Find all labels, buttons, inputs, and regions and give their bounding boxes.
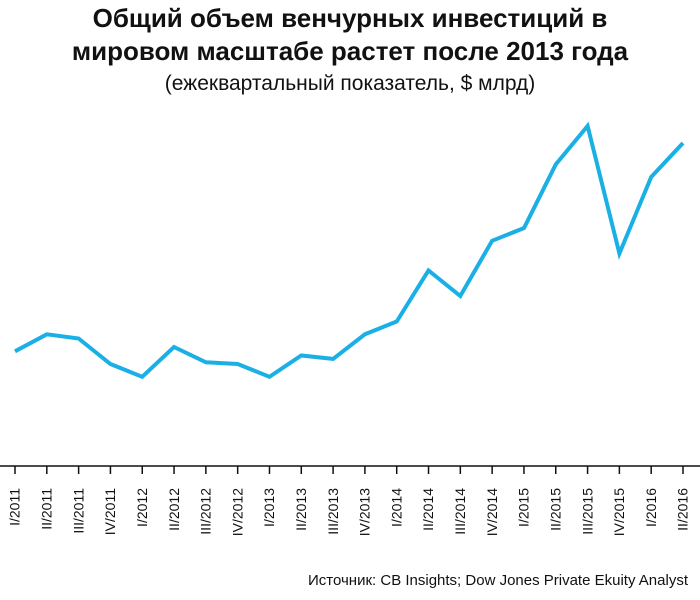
chart-title-line-2: мировом масштабе растет после 2013 года xyxy=(71,36,629,66)
x-tick-label: II/2016 xyxy=(675,488,691,531)
x-tick-label: III/2014 xyxy=(452,488,468,535)
x-tick-label: I/2016 xyxy=(643,488,659,527)
data-point xyxy=(554,162,558,166)
series-line xyxy=(14,121,685,380)
x-tick-label: I/2015 xyxy=(516,488,532,527)
x-tick-label: II/2011 xyxy=(39,488,55,530)
x-tick-label: I/2011 xyxy=(7,488,23,526)
data-point xyxy=(617,252,621,256)
chart-subtitle: (ежеквартальный показатель, $ млрд) xyxy=(164,72,536,95)
source-note: Источник: CB Insights; Dow Jones Private… xyxy=(307,572,688,589)
x-tick-label: IV/2012 xyxy=(229,488,245,536)
x-tick-label: III/2015 xyxy=(579,488,595,535)
data-point xyxy=(204,360,208,364)
data-point xyxy=(490,239,494,243)
data-point xyxy=(395,320,399,324)
data-point xyxy=(427,269,431,273)
data-point xyxy=(140,375,144,379)
data-point xyxy=(681,141,685,145)
data-point xyxy=(363,332,367,336)
x-tick-label: II/2012 xyxy=(166,488,182,531)
x-tick-label: III/2013 xyxy=(325,488,341,535)
data-point xyxy=(77,337,81,341)
data-point xyxy=(458,294,462,298)
x-tick-label: I/2012 xyxy=(134,488,150,527)
data-point xyxy=(236,362,240,366)
data-point xyxy=(268,375,272,379)
data-point xyxy=(331,357,335,361)
x-tick-label: III/2012 xyxy=(198,488,214,535)
data-point xyxy=(172,345,176,349)
x-tick-label: II/2013 xyxy=(293,488,309,531)
x-tick-label: IV/2015 xyxy=(611,488,627,536)
x-tick-label: III/2011 xyxy=(70,488,86,534)
x-tick-label: I/2014 xyxy=(388,488,404,527)
x-tick-label: II/2015 xyxy=(547,488,563,531)
x-tick-label: IV/2013 xyxy=(357,488,373,536)
chart-title: Общий объем венчурных инвестиций в миров… xyxy=(0,2,700,68)
data-point xyxy=(522,226,526,230)
x-tick-label: IV/2011 xyxy=(102,488,118,535)
x-tick-label: II/2014 xyxy=(420,488,436,531)
data-point xyxy=(586,124,590,128)
data-point xyxy=(108,362,112,366)
x-tick-label: IV/2014 xyxy=(484,488,500,536)
x-tick-label: I/2013 xyxy=(261,488,277,527)
data-point xyxy=(299,354,303,358)
data-point xyxy=(45,332,49,336)
data-point xyxy=(649,175,653,179)
data-point xyxy=(13,349,17,353)
chart-title-line-1: Общий объем венчурных инвестиций в xyxy=(92,3,608,33)
